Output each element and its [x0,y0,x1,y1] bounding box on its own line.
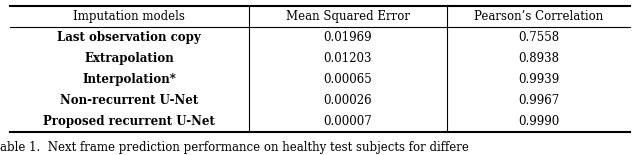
Text: Mean Squared Error: Mean Squared Error [286,10,410,23]
Text: 0.9990: 0.9990 [518,115,559,128]
Text: Non-recurrent U-Net: Non-recurrent U-Net [60,94,198,107]
Text: Last observation copy: Last observation copy [57,31,201,44]
Text: 0.9967: 0.9967 [518,94,559,107]
Text: 0.01969: 0.01969 [324,31,372,44]
Text: 0.00026: 0.00026 [324,94,372,107]
Text: Pearson’s Correlation: Pearson’s Correlation [474,10,604,23]
Text: Imputation models: Imputation models [73,10,185,23]
Text: 0.9939: 0.9939 [518,73,559,86]
Text: 0.7558: 0.7558 [518,31,559,44]
Text: 0.00007: 0.00007 [324,115,372,128]
Text: Interpolation*: Interpolation* [82,73,176,86]
Text: Proposed recurrent U-Net: Proposed recurrent U-Net [43,115,215,128]
Text: 0.01203: 0.01203 [324,52,372,65]
Text: 0.00065: 0.00065 [324,73,372,86]
Text: Extrapolation: Extrapolation [84,52,174,65]
Text: able 1.  Next frame prediction performance on healthy test subjects for differe: able 1. Next frame prediction performanc… [0,141,469,154]
Text: 0.8938: 0.8938 [518,52,559,65]
